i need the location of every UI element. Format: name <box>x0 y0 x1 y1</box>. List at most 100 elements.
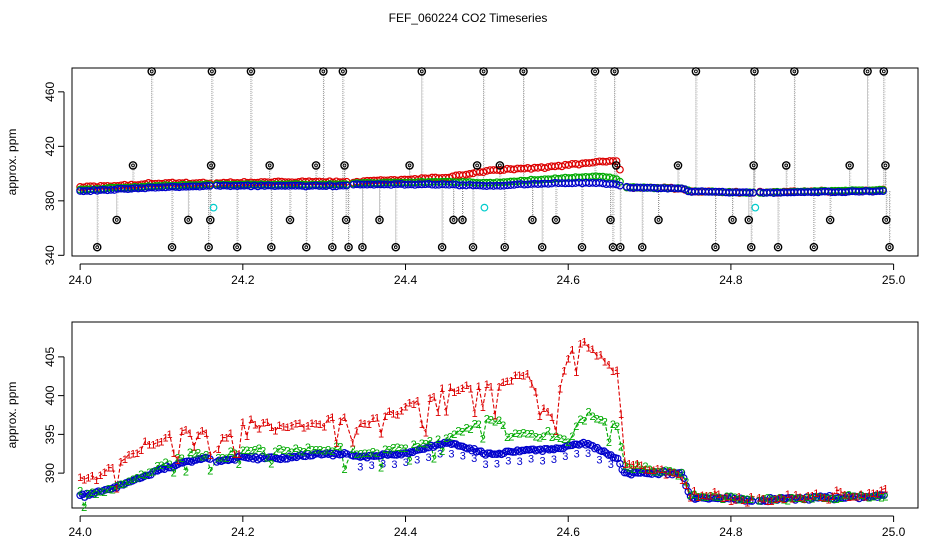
x-tick-label: 24.8 <box>719 525 743 539</box>
mark-series-1: 1 <box>626 459 632 471</box>
mark-series-2: 2 <box>606 437 612 449</box>
mark-series-1: 1 <box>162 432 168 444</box>
mark-series-1: 1 <box>305 421 311 433</box>
mark-series-1: 1 <box>293 419 299 431</box>
mark-series-2: 2 <box>691 489 697 501</box>
mark-series-1: 1 <box>789 493 795 505</box>
mark-series-2: 2 <box>659 466 665 478</box>
mark-series-2: 2 <box>244 445 250 457</box>
mark-series-1: 1 <box>150 439 156 451</box>
mark-series-2: 2 <box>289 447 295 459</box>
mark-series-3 <box>265 453 273 462</box>
mark-series-2: 2 <box>171 467 177 479</box>
mark-series-2: 2 <box>834 494 840 506</box>
mark-series-2: 2 <box>634 460 640 472</box>
y-tick-label: 395 <box>43 424 57 444</box>
mark-series-1: 1 <box>256 424 262 436</box>
point-outlier-core <box>451 218 456 222</box>
mark-series-2: 2 <box>512 428 518 440</box>
point-outlier <box>637 242 647 252</box>
mark-series-1: 1 <box>793 490 799 502</box>
mark-series-1: 1 <box>712 487 718 499</box>
mark-series-2: 2 <box>97 486 103 498</box>
mark-series-1: 1 <box>260 418 266 430</box>
point-outlier <box>338 67 348 76</box>
mark-series-1: 1 <box>354 426 360 438</box>
point-outlier-core <box>614 163 619 168</box>
mark-series-1: 1 <box>415 395 421 407</box>
mark-series-1: 1 <box>301 422 307 434</box>
mark-series-2: 2 <box>618 441 624 453</box>
mark-series-2: 2 <box>529 429 535 441</box>
mark-series-2: 2 <box>716 492 722 504</box>
mark-series-2: 2 <box>756 495 762 507</box>
x-tick-label: 25.0 <box>882 525 906 539</box>
mark-series-1: 1 <box>480 402 486 414</box>
mark-series-1: 1 <box>285 422 291 434</box>
mark-series-1: 1 <box>309 418 315 430</box>
mark-series-1: 1 <box>398 406 404 418</box>
point-outlier-core <box>249 69 253 74</box>
mark-series-1: 1 <box>370 413 376 425</box>
mark-series-1: 1 <box>529 378 535 390</box>
mark-series-3 <box>668 470 677 479</box>
mark-series-1: 1 <box>272 426 278 438</box>
mark-series-2: 2 <box>451 429 457 441</box>
mark-series-1: 1 <box>699 490 705 502</box>
mark-series-2: 2 <box>805 492 811 504</box>
mark-series-1: 1 <box>512 370 518 382</box>
mark-series-1: 1 <box>85 472 91 484</box>
mark-series-1: 1 <box>545 407 551 419</box>
mark-series-1: 1 <box>708 490 714 502</box>
mark-series-2: 2 <box>508 431 514 443</box>
mark-series-3-label: 3 <box>357 461 363 473</box>
point-red <box>479 168 488 177</box>
mark-series-2: 2 <box>272 446 278 458</box>
point-outlier <box>825 215 835 225</box>
point-outlier-core <box>460 218 465 222</box>
point-outlier-core <box>475 163 479 168</box>
point-outlier-core <box>288 218 292 222</box>
mark-series-2: 2 <box>223 453 229 465</box>
mark-series-2: 2 <box>537 433 543 445</box>
mark-series-2: 2 <box>602 417 608 429</box>
mark-series-1: 1 <box>642 465 648 477</box>
point-outlier <box>92 242 102 252</box>
point-outlier-core <box>330 245 335 249</box>
mark-series-3 <box>745 497 754 505</box>
mark-series-1: 1 <box>126 449 132 461</box>
mark-series-1: 1 <box>764 496 770 508</box>
mark-series-3 <box>823 493 832 502</box>
x-tick-label: 24.6 <box>557 273 581 287</box>
top-x-axis: 24.0 24.2 24.4 24.6 24.8 25.0 <box>68 263 906 287</box>
mark-series-1: 1 <box>630 459 636 471</box>
mark-series-2: 2 <box>329 446 335 458</box>
point-outlier <box>311 161 321 170</box>
mark-series-1: 1 <box>89 471 95 483</box>
point-outlier <box>809 242 819 252</box>
mark-series-1: 1 <box>313 419 319 431</box>
point-outlier-core <box>792 69 797 74</box>
mark-series-1: 1 <box>207 450 213 462</box>
mark-series-1: 1 <box>154 437 160 449</box>
mark-series-2: 2 <box>476 419 482 431</box>
mark-series-1: 1 <box>232 449 238 461</box>
mark-series-2: 2 <box>496 415 502 427</box>
point-outlier-core <box>713 245 718 249</box>
mark-series-2: 2 <box>362 448 368 460</box>
mark-series-1: 1 <box>565 353 571 365</box>
point-outlier <box>691 67 701 76</box>
mark-series-1: 1 <box>594 351 600 363</box>
mark-series-1: 1 <box>870 488 876 500</box>
mark-series-2: 2 <box>126 476 132 488</box>
mark-series-2: 2 <box>146 467 152 479</box>
mark-series-2: 2 <box>488 415 494 427</box>
mark-series-2: 2 <box>122 478 128 490</box>
mark-series-2: 2 <box>773 494 779 506</box>
mark-series-1: 1 <box>252 419 258 431</box>
mark-series-1: 1 <box>134 448 140 460</box>
mark-series-1: 1 <box>862 492 868 504</box>
point-outlier <box>285 215 295 225</box>
mark-series-3-label: 3 <box>380 458 386 470</box>
mark-series-1: 1 <box>93 475 99 487</box>
